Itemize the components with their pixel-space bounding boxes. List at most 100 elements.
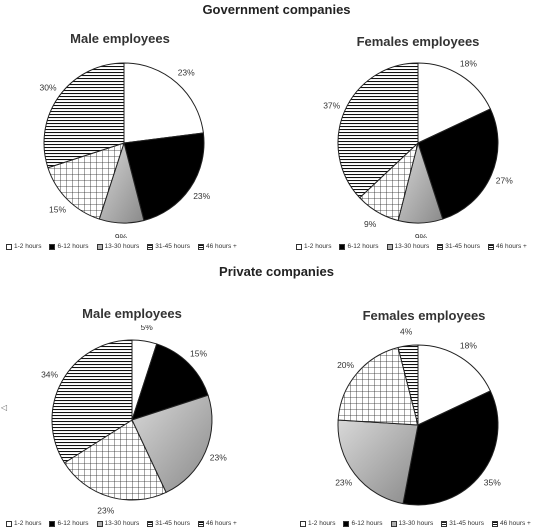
legend-label: 6-12 hours — [57, 243, 89, 250]
legend-item: 31-45 hours — [441, 520, 484, 527]
legend-swatch — [296, 243, 302, 250]
legend-label: 13-30 hours — [394, 243, 430, 250]
chart-title-priv-female: Females employees — [362, 308, 486, 323]
legend-item: 1-2 hours — [300, 520, 335, 527]
data-label: 23% — [335, 478, 352, 488]
pie-gov-male: 23% 23% 9% 15% 30% — [39, 62, 211, 238]
legend-swatch — [487, 243, 494, 250]
legend-item: 13-30 hours — [386, 243, 430, 250]
pie-slice-6-12-hours — [123, 132, 205, 222]
legend-item: 46 hours + — [491, 520, 531, 527]
legend-swatch — [6, 243, 12, 250]
pie-slice-13-30-hours — [131, 394, 213, 494]
chart-title-gov-male: Male employees — [70, 31, 170, 46]
legend-item: 6-12 hours — [49, 520, 89, 527]
legend-swatch — [147, 520, 154, 527]
legend-label: 46 hours + — [495, 243, 527, 250]
legend-item: 46 hours + — [197, 243, 237, 250]
legend-item: 46 hours + — [197, 520, 237, 527]
legend-gov-female: 1-2 hours 6-12 hours 13-30 hours 31-45 hour… — [296, 243, 527, 250]
legend-item: 6-12 hours — [49, 243, 89, 250]
legend-swatch — [147, 243, 154, 250]
data-label: 37% — [323, 101, 340, 111]
legend-label: 13-30 hours — [104, 520, 140, 527]
pie-slice-46-hours- — [337, 62, 419, 199]
legend-label: 46 hours + — [499, 520, 531, 527]
section-title-government: Government companies — [202, 2, 351, 17]
legend-swatch — [49, 243, 56, 250]
chart-title-gov-female: Females employees — [356, 34, 480, 49]
data-label: 15% — [190, 349, 207, 359]
legend-priv-female: 1-2 hours 6-12 hours 13-30 hours 31-45 hour… — [300, 520, 531, 527]
legend-label: 6-12 hours — [347, 243, 379, 250]
pie-priv-female: 18% 35% 23% 20% 4% — [335, 327, 501, 506]
legend-swatch — [491, 520, 498, 527]
legend-item: 13-30 hours — [96, 520, 140, 527]
pie-slice-1-2-hours — [417, 62, 492, 144]
legend-swatch — [386, 243, 393, 250]
legend-item: 6-12 hours — [343, 520, 383, 527]
legend-swatch — [6, 520, 12, 527]
left-edge-marker: ◁ — [1, 403, 8, 412]
legend-swatch — [343, 520, 350, 527]
pie-priv-male: 5% 15% 23% 23% 34% — [41, 325, 227, 515]
pie-slice-46-hours- — [43, 62, 125, 169]
legend-label: 1-2 hours — [308, 520, 336, 527]
data-label: 23% — [178, 68, 195, 78]
legend-label: 46 hours + — [205, 520, 237, 527]
chart-title-priv-male: Male employees — [82, 306, 182, 321]
legend-swatch — [96, 243, 103, 250]
legend-item: 13-30 hours — [96, 243, 140, 250]
data-label: 18% — [460, 59, 477, 69]
pie-slice-31-45-hours — [337, 346, 419, 426]
legend-swatch — [49, 520, 56, 527]
legend-swatch — [300, 520, 306, 527]
pie-slice-46-hours- — [397, 344, 419, 426]
legend-item: 1-2 hours — [6, 243, 41, 250]
data-label: 9% — [115, 232, 128, 238]
legend-label: 6-12 hours — [351, 520, 383, 527]
pie-slice-31-45-hours — [63, 419, 167, 501]
legend-item: 6-12 hours — [339, 243, 379, 250]
legend-item: 1-2 hours — [296, 243, 331, 250]
legend-label: 46 hours + — [205, 243, 237, 250]
data-label: 9% — [415, 232, 428, 238]
data-label: 23% — [97, 505, 114, 515]
pie-slice-46-hours- — [51, 339, 133, 464]
legend-label: 6-12 hours — [57, 520, 89, 527]
data-label: 18% — [460, 341, 477, 351]
data-label: 15% — [49, 205, 66, 215]
pie-slice-1-2-hours — [417, 344, 492, 426]
section-title-private: Private companies — [219, 264, 334, 279]
data-label: 5% — [141, 325, 154, 332]
legend-item: 46 hours + — [487, 243, 527, 250]
legend-item: 31-45 hours — [147, 243, 190, 250]
data-label: 20% — [337, 360, 354, 370]
data-label: 34% — [41, 370, 58, 380]
legend-label: 1-2 hours — [14, 243, 42, 250]
data-label: 23% — [210, 452, 227, 462]
legend-swatch — [441, 520, 448, 527]
data-label: 27% — [496, 175, 513, 185]
legend-gov-male: 1-2 hours 6-12 hours 13-30 hours 31-45 hour… — [6, 243, 237, 250]
legend-item: 31-45 hours — [147, 520, 190, 527]
legend-item: 1-2 hours — [6, 520, 41, 527]
legend-swatch — [390, 520, 397, 527]
legend-label: 13-30 hours — [104, 243, 140, 250]
legend-swatch — [339, 243, 346, 250]
legend-priv-male: 1-2 hours 6-12 hours 13-30 hours 31-45 hour… — [6, 520, 237, 527]
legend-label: 31-45 hours — [155, 243, 190, 250]
data-label: 23% — [193, 191, 210, 201]
legend-label: 13-30 hours — [398, 520, 434, 527]
data-label: 30% — [39, 83, 56, 93]
legend-label: 31-45 hours — [449, 520, 484, 527]
pie-gov-female: 18% 27% 9% 9% 37% — [323, 59, 513, 238]
data-label: 35% — [484, 478, 501, 488]
pie-slice-6-12-hours — [417, 108, 499, 220]
pie-slice-13-30-hours — [337, 419, 419, 505]
legend-swatch — [96, 520, 103, 527]
legend-swatch — [197, 243, 204, 250]
legend-item: 31-45 hours — [437, 243, 480, 250]
legend-label: 1-2 hours — [304, 243, 332, 250]
pie-slice-6-12-hours — [402, 390, 499, 506]
